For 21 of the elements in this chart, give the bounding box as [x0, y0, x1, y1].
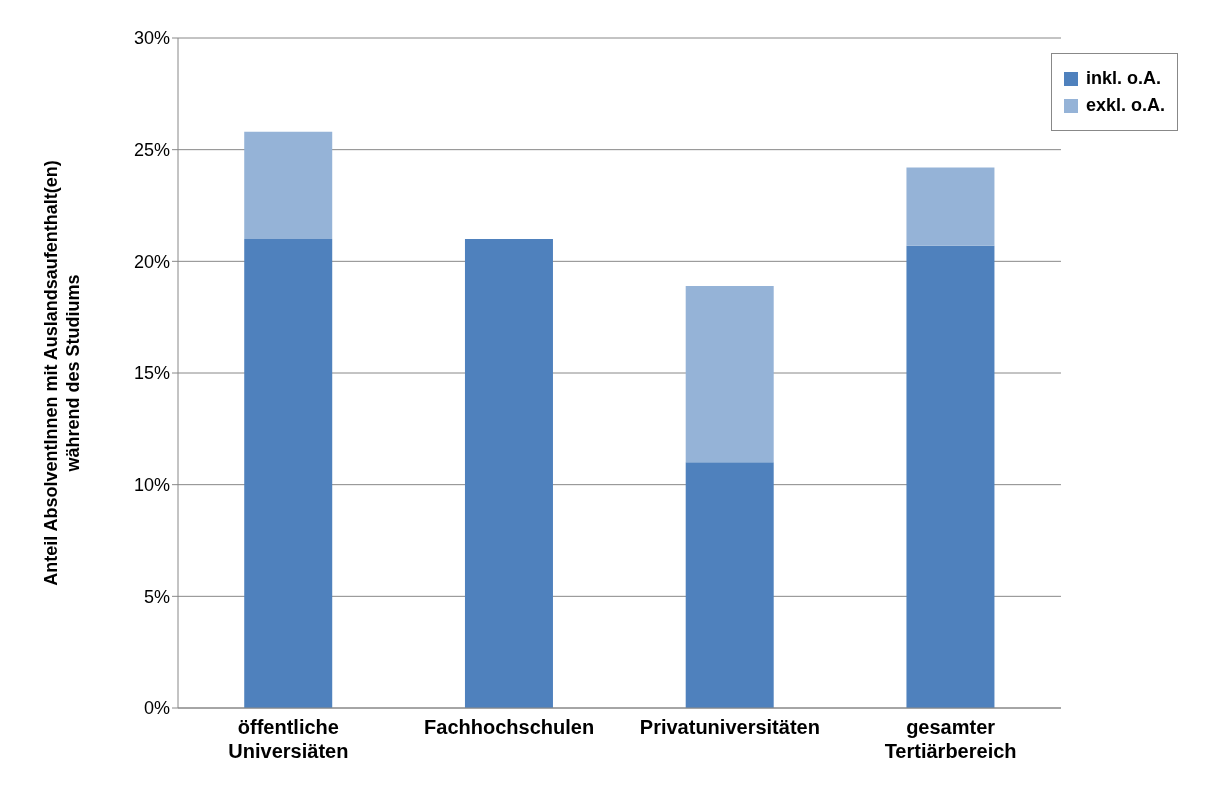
- bar: [244, 131, 333, 239]
- y-tick-label: 10%: [133, 475, 170, 496]
- y-tick-label: 0%: [143, 698, 170, 719]
- bar: [906, 167, 995, 246]
- bar: [906, 245, 995, 708]
- bar: [464, 239, 553, 708]
- y-tick-label: 25%: [133, 140, 170, 161]
- bar: [244, 239, 333, 708]
- y-tick-label: 15%: [133, 363, 170, 384]
- x-tick-label: öffentliche Universiäten: [228, 716, 349, 762]
- bar: [685, 285, 774, 463]
- y-tick-label: 5%: [143, 586, 170, 607]
- y-tick-label: 30%: [133, 28, 170, 49]
- x-tick-label: Privatuniversitäten: [639, 716, 820, 738]
- y-axis-title: Anteil AbsolventInnen mit Auslandsaufenthalt(en) während des Studiums: [41, 160, 83, 586]
- y-tick-label: 20%: [133, 251, 170, 272]
- legend-label: inkl. o.A.: [1084, 68, 1162, 89]
- x-tick-label: gesamter Tertiärbereich: [884, 716, 1017, 762]
- legend-label: exkl. o.A.: [1084, 95, 1165, 116]
- bar: [685, 462, 774, 708]
- x-tick-label: Fachhochschulen: [424, 716, 595, 738]
